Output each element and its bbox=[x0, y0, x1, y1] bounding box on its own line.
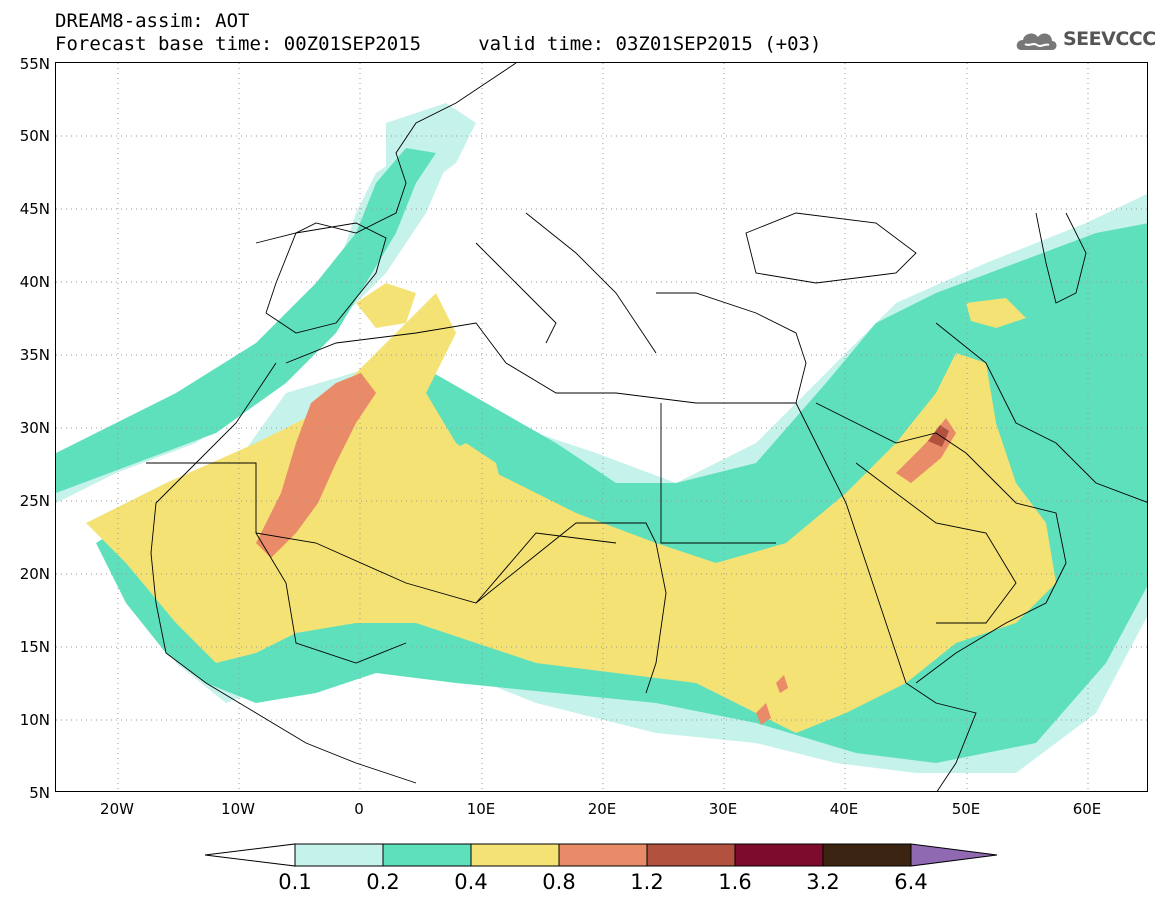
country-borders bbox=[146, 63, 1147, 791]
colorbar-label: 3.2 bbox=[806, 870, 840, 894]
border-arabia bbox=[855, 462, 1017, 624]
colorbar bbox=[205, 843, 998, 867]
coastline-italy bbox=[475, 242, 557, 344]
map-area bbox=[55, 62, 1148, 792]
lat-label: 55N bbox=[19, 55, 50, 73]
lat-lon-grid bbox=[56, 63, 1147, 791]
colorbar-label: 6.4 bbox=[894, 870, 928, 894]
aot-0-1-region bbox=[56, 133, 456, 503]
logo-text: SEEVCCC bbox=[1063, 28, 1156, 50]
lat-label: 50N bbox=[19, 127, 50, 145]
border-sahara-2 bbox=[255, 532, 407, 664]
lon-label: 30E bbox=[708, 800, 738, 818]
cloud-logo-icon bbox=[1016, 33, 1057, 50]
colorbar-segment bbox=[558, 843, 648, 867]
colorbar-segment bbox=[470, 843, 560, 867]
coastline-horn bbox=[905, 682, 977, 791]
colorbar-label: 1.6 bbox=[718, 870, 752, 894]
colorbar-segment bbox=[382, 843, 472, 867]
lon-label: 20E bbox=[587, 800, 617, 818]
aot-0-2-region bbox=[56, 148, 436, 493]
coastline-arabia bbox=[815, 402, 1067, 684]
lon-label: 50E bbox=[951, 800, 981, 818]
colorbar-label: 0.8 bbox=[542, 870, 576, 894]
aot-0-8-region bbox=[756, 703, 771, 725]
colorbar-label: 0.1 bbox=[278, 870, 312, 894]
coastline-levant bbox=[656, 292, 807, 404]
forecast-time-line: Forecast base time: 00Z01SEP2015 valid t… bbox=[55, 33, 822, 55]
coastline-black-sea bbox=[745, 212, 917, 284]
coastline-red-sea bbox=[795, 402, 907, 684]
coastline-north-africa bbox=[285, 322, 796, 404]
lat-label: 40N bbox=[19, 273, 50, 291]
colorbar-label: 0.2 bbox=[366, 870, 400, 894]
colorbar-under-triangle bbox=[205, 843, 296, 867]
lat-label: 25N bbox=[19, 492, 50, 510]
lon-label: 40E bbox=[829, 800, 859, 818]
lat-label: 5N bbox=[29, 784, 50, 802]
aot-0-8-region bbox=[256, 373, 376, 558]
lon-label: 60E bbox=[1072, 800, 1102, 818]
lat-label: 10N bbox=[19, 711, 50, 729]
border-iran bbox=[935, 322, 1147, 503]
aot-0-8-region bbox=[776, 675, 788, 693]
border-egypt-sudan bbox=[660, 403, 776, 544]
coastline-caspian bbox=[1035, 212, 1087, 304]
lon-label: 10W bbox=[221, 800, 255, 818]
aot-0-4-region bbox=[966, 298, 1026, 328]
coastline-europe bbox=[265, 63, 517, 314]
map-title: DREAM8-assim: AOT bbox=[55, 10, 250, 32]
aot-1-2-region bbox=[928, 425, 949, 447]
colorbar-label: 0.4 bbox=[454, 870, 488, 894]
aot-map bbox=[56, 63, 1147, 791]
lon-label: 20W bbox=[100, 800, 134, 818]
lat-label: 30N bbox=[19, 419, 50, 437]
colorbar-over-triangle bbox=[910, 843, 998, 867]
coastline-iberia bbox=[255, 222, 387, 334]
colorbar-segment bbox=[294, 843, 384, 867]
lat-label: 15N bbox=[19, 638, 50, 656]
lat-label: 35N bbox=[19, 346, 50, 364]
coastline-west-africa bbox=[150, 362, 417, 784]
coastline-balkans bbox=[525, 212, 657, 354]
colorbar-segment bbox=[646, 843, 736, 867]
aot-0-4-region bbox=[356, 283, 416, 328]
lat-label: 45N bbox=[19, 200, 50, 218]
colorbar-segment bbox=[822, 843, 912, 867]
colorbar-label: 1.2 bbox=[630, 870, 664, 894]
lon-label: 0 bbox=[354, 800, 364, 818]
colorbar-segment bbox=[734, 843, 824, 867]
aot-0-4-region bbox=[426, 443, 506, 533]
border-libya-chad bbox=[475, 532, 617, 604]
lat-label: 20N bbox=[19, 565, 50, 583]
aot-shading bbox=[56, 103, 1147, 773]
lon-label: 10E bbox=[466, 800, 496, 818]
